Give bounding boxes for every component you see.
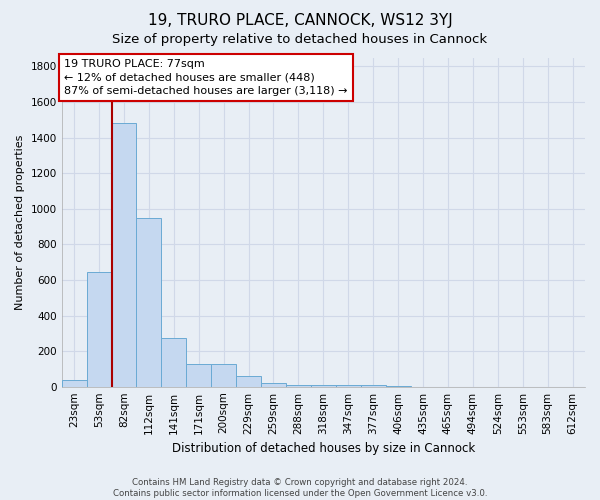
Text: 19 TRURO PLACE: 77sqm
← 12% of detached houses are smaller (448)
87% of semi-det: 19 TRURO PLACE: 77sqm ← 12% of detached … (64, 60, 347, 96)
Y-axis label: Number of detached properties: Number of detached properties (15, 134, 25, 310)
Bar (86, 272, 112, 386)
Bar (286, 385, 311, 386)
Bar (211, 364, 236, 386)
Bar (186, 364, 211, 386)
Bar (311, 385, 336, 386)
Text: 19, TRURO PLACE, CANNOCK, WS12 3YJ: 19, TRURO PLACE, CANNOCK, WS12 3YJ (148, 12, 452, 28)
Bar (136, 218, 161, 386)
Bar (236, 376, 261, 386)
Bar (112, 124, 136, 386)
Bar (261, 383, 286, 386)
Text: Size of property relative to detached houses in Cannock: Size of property relative to detached ho… (112, 32, 488, 46)
Bar (336, 385, 361, 386)
X-axis label: Distribution of detached houses by size in Cannock: Distribution of detached houses by size … (172, 442, 475, 455)
Text: Contains HM Land Registry data © Crown copyright and database right 2024.
Contai: Contains HM Land Registry data © Crown c… (113, 478, 487, 498)
Bar (361, 385, 386, 386)
Bar (161, 338, 186, 386)
Bar (62, 380, 86, 386)
